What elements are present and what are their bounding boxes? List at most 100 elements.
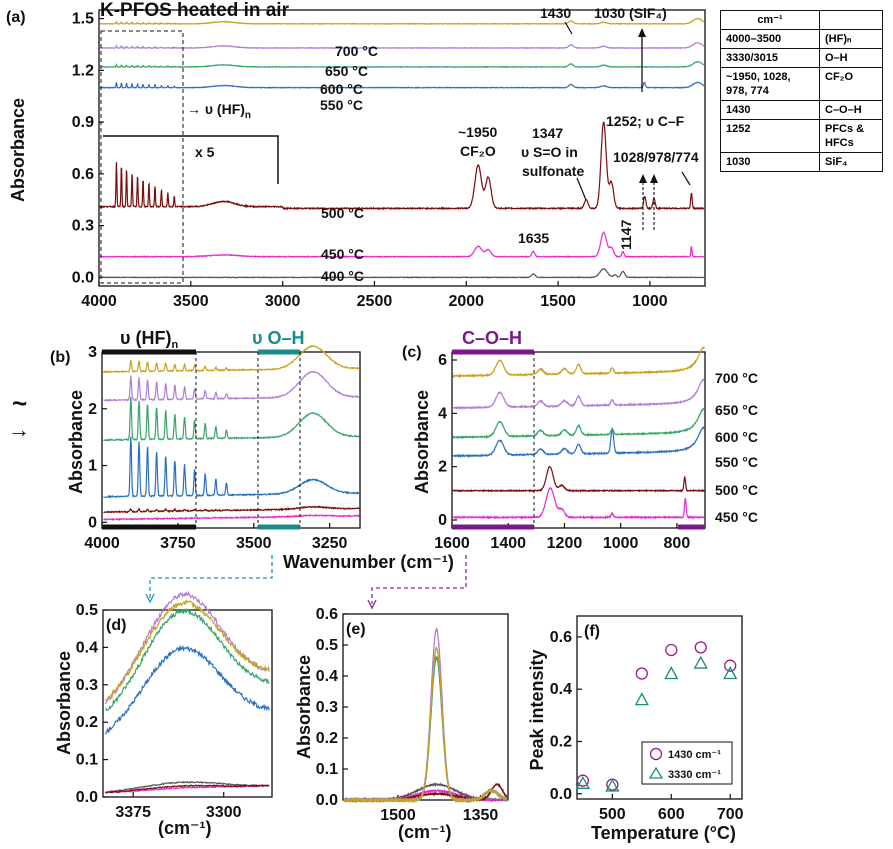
ytick-label: 2 (88, 401, 97, 418)
xtick-label: 600 (658, 806, 685, 823)
xtick-label: 3000 (265, 293, 301, 310)
point-1430 (724, 659, 737, 672)
xtick-label: 1500 (540, 293, 576, 310)
point-3330 (723, 666, 738, 680)
point-1430 (635, 667, 648, 680)
xtick-label: 3750 (160, 535, 196, 552)
panel-d-label: (d) (106, 617, 126, 634)
panel-a-spectra (99, 17, 705, 279)
left-tilde: ~ (12, 388, 27, 418)
assignment-wavenumber: 1252 (720, 119, 820, 153)
point-3330 (664, 666, 679, 680)
panel-c-temperature-labels: 700 °C 650 °C 600 °C 550 °C 500 °C 450 °C (715, 370, 758, 525)
arrow-978-head (650, 174, 658, 183)
spectrum-line-500 (99, 121, 705, 211)
panel-a-frame (98, 9, 706, 287)
panel-c-label: (c) (402, 344, 422, 361)
xtick-label: 500 (599, 806, 626, 823)
temperature-label: 450 °C (321, 246, 364, 262)
ytick-label: 0.2 (316, 730, 338, 747)
point-3330 (693, 655, 708, 669)
spectrum-line-400 (99, 267, 705, 279)
ytick-label: 0.4 (316, 668, 338, 685)
ytick-label: 6 (438, 352, 447, 369)
xtick-label: 1350 (463, 807, 499, 824)
temperature-label: 400 °C (321, 268, 364, 284)
xtick-label: 1200 (547, 535, 583, 552)
assignment-wavenumber: 3330/3015 (720, 48, 820, 68)
ytick-label: 0.0 (550, 786, 572, 803)
legend-triangle-marker (648, 766, 664, 779)
panel-a-yticks: 0.0 0.3 0.6 0.9 1.2 1.5 (72, 11, 104, 286)
annotation-1028: 1028/978/774 (613, 149, 699, 165)
hf-bar-label-sub: n (171, 339, 178, 351)
spectrum-line-650 (99, 42, 705, 50)
xtick-label: 3375 (115, 804, 151, 821)
annotation-1030: 1030 (SiF₄) (594, 5, 667, 21)
panel-f-yticks: 0.0 0.2 0.4 0.6 (550, 629, 582, 803)
spectrum-line-600 (103, 396, 360, 442)
assignment-species: PFCs & HFCs (819, 119, 883, 153)
hf-annotation-sub: n (245, 110, 251, 121)
annotation-1635: 1635 (518, 230, 549, 246)
temperature-label: 600 °C (320, 81, 363, 97)
ytick-label: 0.0 (72, 269, 94, 286)
assignment-row: 1430 C–O–H (720, 100, 883, 120)
arrow-1430 (564, 21, 573, 35)
point-3330 (634, 692, 649, 706)
spectrum-line-450 (452, 487, 705, 521)
assignment-wavenumber: ~1950, 1028, 978, 774 (720, 67, 820, 101)
spectrum-line-450 (103, 513, 360, 522)
temperature-label: 700 °C (715, 370, 758, 386)
xtick-label: 2500 (357, 293, 393, 310)
assignment-species: SiF₄ (819, 152, 883, 172)
ytick-label: 0.4 (76, 639, 98, 656)
spectrum-line-700 (452, 346, 705, 379)
xtick-label: 3250 (312, 535, 348, 552)
point-3330 (575, 775, 590, 789)
ytick-label: 0.6 (550, 629, 572, 646)
assignment-row: ~1950, 1028, 978, 774 CF₂O (720, 67, 883, 101)
ytick-label: 0.4 (550, 681, 572, 698)
connector-d (149, 555, 273, 598)
ytick-label: 0.6 (316, 606, 338, 623)
xtick-label: 1400 (490, 535, 526, 552)
assignment-species: CF₂O (819, 67, 883, 101)
annotation-1430: 1430 (540, 5, 571, 21)
temperature-label: 550 °C (715, 454, 758, 470)
point-1430 (576, 774, 590, 787)
spectrum-line-550 (452, 425, 705, 459)
panel-e-xticks: 1500 1350 (380, 795, 498, 824)
xtick-label: 3500 (173, 293, 209, 310)
annotation-1147: 1147 (618, 219, 634, 250)
xtick-label: 1000 (603, 535, 639, 552)
arrow-774 (681, 171, 691, 186)
annotation-1950: ~1950 (458, 124, 498, 140)
spectrum-line-450 (99, 230, 705, 259)
assignment-species: (HF)ₙ (819, 29, 883, 49)
annotation-cf2o: CF₂O (460, 143, 496, 159)
panel-d-xticks: 3375 3300 (115, 792, 242, 821)
spectrum-line-600 (104, 608, 270, 712)
xtick-label: 1600 (434, 535, 470, 552)
panel-d: (d) Absorbance (cm⁻¹) 0.0 0.1 0.2 0.3 0.4 0.5… (54, 590, 273, 838)
panel-f-xlabel: Temperature (°C) (591, 823, 736, 843)
assignment-row: 4000–3500 (HF)ₙ (720, 29, 883, 49)
temperature-label: 650 °C (325, 63, 368, 79)
panel-c-spectra (452, 346, 705, 521)
spectrum-line-700 (104, 599, 270, 703)
ytick-label: 0.3 (316, 699, 338, 716)
panel-e: (e) Absorbance (cm⁻¹) 0.0 0.1 0.2 0.3 0.4 0.5… (294, 606, 509, 842)
panel-f-label: (f) (584, 623, 600, 640)
spectrum-line-550 (99, 81, 705, 89)
panel-d-yticks: 0.0 0.1 0.2 0.3 0.4 0.5 (76, 602, 108, 806)
panel-b: (b) Absorbance 0 1 2 3 4000 3750 3500 3250 υ (… (50, 328, 361, 552)
panel-b-frame (101, 351, 361, 529)
connector-e (371, 555, 467, 604)
ytick-label: 2 (438, 459, 447, 476)
ytick-label: 0.5 (76, 602, 98, 619)
assignment-header-row: cm⁻¹ (720, 10, 883, 30)
xtick-label: 4000 (81, 293, 117, 310)
assignment-row: 1030 SiF₄ (720, 152, 883, 172)
